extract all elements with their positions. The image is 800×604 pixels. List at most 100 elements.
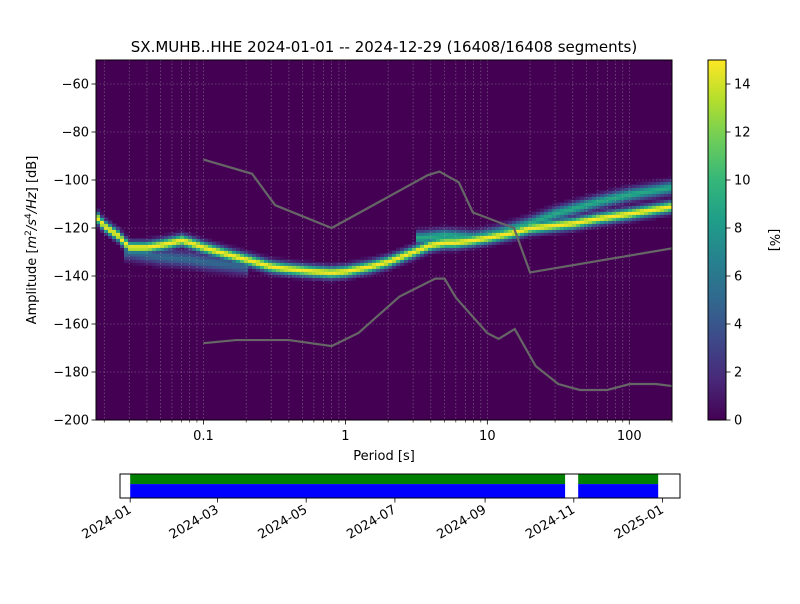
heatmap-cell	[396, 262, 401, 266]
heatmap-cell	[660, 184, 665, 188]
coverage-bar-data	[578, 484, 659, 498]
heatmap-cell	[640, 181, 645, 185]
heatmap-cell	[648, 196, 653, 200]
heatmap-cell	[600, 214, 605, 218]
heatmap-cell	[372, 262, 377, 266]
heatmap-cell	[620, 199, 625, 203]
heatmap-cell	[584, 220, 589, 224]
heatmap-cell	[340, 265, 345, 269]
heatmap-cell	[168, 244, 173, 248]
heatmap-cell	[376, 259, 381, 263]
heatmap-cell	[500, 220, 505, 224]
heatmap-cell	[296, 259, 301, 263]
heatmap-cell	[436, 226, 441, 230]
heatmap-cell	[492, 226, 497, 230]
heatmap-cell	[440, 232, 445, 236]
heatmap-cell	[440, 223, 445, 227]
heatmap-cell	[600, 196, 605, 200]
heatmap-cell	[540, 220, 545, 224]
heatmap-cell	[136, 238, 141, 242]
heatmap-cell	[552, 229, 557, 233]
heatmap-cell	[192, 268, 197, 272]
heatmap-cell	[376, 253, 381, 257]
heatmap-cell	[608, 196, 613, 200]
heatmap-cell	[604, 205, 609, 209]
heatmap-cell	[108, 220, 113, 224]
heatmap-cell	[216, 268, 221, 272]
x-tick-label: 100	[617, 429, 642, 444]
heatmap-cell	[192, 238, 197, 242]
heatmap-cell	[536, 232, 541, 236]
heatmap-cell	[648, 199, 653, 203]
heatmap-cell	[96, 214, 101, 218]
heatmap-cell	[512, 217, 517, 221]
heatmap-cell	[196, 262, 201, 266]
heatmap-cell	[132, 241, 137, 245]
heatmap-cell	[184, 268, 189, 272]
colorbar-label: [%]	[766, 229, 781, 252]
heatmap-cell	[628, 196, 633, 200]
heatmap-cell	[220, 244, 225, 248]
heatmap-cell	[632, 217, 637, 221]
heatmap-cell	[612, 187, 617, 191]
heatmap-cell	[196, 235, 201, 239]
heatmap-cell	[520, 223, 525, 227]
heatmap-cell	[196, 268, 201, 272]
heatmap-cell	[180, 229, 185, 233]
heatmap-cell	[408, 253, 413, 257]
heatmap-cell	[144, 253, 149, 257]
heatmap-cell	[116, 232, 121, 236]
heatmap-cell	[600, 217, 605, 221]
heatmap-cell	[112, 232, 117, 236]
heatmap-cell	[176, 235, 181, 239]
heatmap-cell	[476, 229, 481, 233]
y-tick-label: −120	[53, 222, 89, 237]
heatmap-cell	[352, 271, 357, 275]
heatmap-cell	[156, 241, 161, 245]
heatmap-cell	[196, 247, 201, 251]
heatmap-cell	[444, 247, 449, 251]
heatmap-cell	[292, 274, 297, 278]
heatmap-cell	[196, 259, 201, 263]
heatmap-cell	[392, 256, 397, 260]
heatmap-cell	[624, 196, 629, 200]
heatmap-cell	[576, 229, 581, 233]
heatmap-cell	[496, 232, 501, 236]
heatmap-cell	[408, 259, 413, 263]
heatmap-cell	[152, 235, 157, 239]
heatmap-cell	[572, 202, 577, 206]
heatmap-cell	[452, 241, 457, 245]
heatmap-cell	[584, 193, 589, 197]
heatmap-cell	[332, 280, 337, 284]
heatmap-cell	[492, 232, 497, 236]
heatmap-cell	[224, 259, 229, 263]
heatmap-cell	[424, 232, 429, 236]
heatmap-cell	[188, 238, 193, 242]
heatmap-cell	[612, 199, 617, 203]
heatmap-cell	[156, 262, 161, 266]
heatmap-cell	[408, 247, 413, 251]
heatmap-cell	[428, 232, 433, 236]
heatmap-cell	[616, 199, 621, 203]
heatmap-cell	[156, 259, 161, 263]
heatmap-cell	[208, 256, 213, 260]
heatmap-cell	[136, 262, 141, 266]
heatmap-cell	[344, 271, 349, 275]
heatmap-cell	[408, 250, 413, 254]
heatmap-cell	[444, 223, 449, 227]
heatmap-cell	[368, 271, 373, 275]
heatmap-cell	[184, 247, 189, 251]
heatmap-cell	[356, 271, 361, 275]
heatmap-cell	[116, 238, 121, 242]
heatmap-cell	[140, 259, 145, 263]
heatmap-cell	[452, 232, 457, 236]
heatmap-cell	[620, 208, 625, 212]
heatmap-cell	[240, 271, 245, 275]
heatmap-cell	[480, 235, 485, 239]
heatmap-cell	[560, 214, 565, 218]
heatmap-cell	[416, 250, 421, 254]
heatmap-cell	[580, 229, 585, 233]
heatmap-cell	[460, 232, 465, 236]
heatmap-cell	[164, 238, 169, 242]
heatmap-cell	[512, 232, 517, 236]
